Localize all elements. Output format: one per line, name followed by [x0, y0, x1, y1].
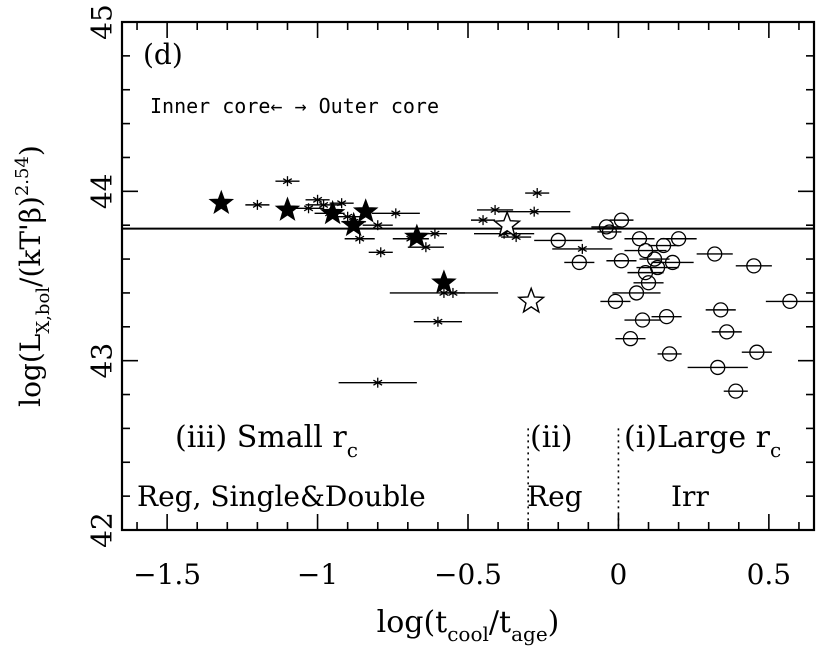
- xlabel-pre: log(t: [377, 605, 448, 640]
- asterisk-point: [490, 204, 500, 215]
- circle-point: [601, 224, 618, 240]
- xlabel-sub2: age: [511, 622, 548, 646]
- filled-star-point: [340, 211, 367, 237]
- region-ii-type: Reg: [527, 480, 583, 513]
- x-tick-label: −1: [297, 558, 338, 591]
- xlabel-mid: /t: [489, 605, 511, 640]
- y-tick-label: 42: [86, 512, 119, 548]
- filled-star-point: [208, 189, 235, 215]
- asterisk-point: [577, 243, 587, 254]
- filled-star-point: [319, 199, 346, 225]
- asterisk-point: [532, 188, 542, 199]
- filled-star-point: [274, 196, 301, 221]
- circle-point: [640, 275, 657, 291]
- filled-star-point: [404, 223, 430, 248]
- filled-star-point: [431, 269, 457, 294]
- circle-point: [649, 259, 666, 276]
- circle-point: [707, 246, 723, 262]
- region-ii-label: (ii): [530, 420, 573, 455]
- circle-point: [550, 232, 566, 249]
- ylabel-sup: 2.54: [12, 156, 33, 196]
- circle-point: [634, 312, 651, 328]
- asterisk-point: [355, 233, 365, 244]
- region-iii-label: (iii) Small rc: [175, 420, 358, 462]
- circle-point: [637, 242, 654, 259]
- y-axis-label: log(LX,bol/(kT'β)2.54): [12, 145, 54, 407]
- xlabel-post: ): [548, 605, 560, 640]
- circle-point: [719, 324, 735, 340]
- axis-ticks: −1.5 −1 −0.5 0 0.5 42 43 44 45: [86, 4, 814, 591]
- circle-point: [661, 346, 678, 362]
- region-i-type: Irr: [671, 480, 709, 513]
- x-axis-label: log(tcool/tage): [377, 605, 560, 646]
- data-marks: [208, 176, 814, 399]
- circle-point: [622, 331, 639, 347]
- asterisk-point: [529, 206, 539, 217]
- circle-point: [613, 253, 630, 269]
- asterisk-point: [478, 215, 488, 226]
- circle-point: [710, 359, 726, 376]
- circle-point: [628, 285, 645, 301]
- y-tick-label: 44: [86, 174, 119, 210]
- circle-point: [749, 344, 765, 360]
- y-tick-label: 43: [86, 343, 119, 379]
- asterisk-point: [373, 377, 383, 388]
- ylabel-post: ): [14, 145, 47, 156]
- asterisk-point: [376, 247, 386, 258]
- asterisk-point: [312, 194, 323, 205]
- x-tick-label: 0.5: [747, 558, 792, 591]
- asterisk-point: [336, 198, 347, 209]
- circle-point: [658, 308, 675, 325]
- ylabel-pre: log(L: [14, 334, 47, 407]
- asterisk-point: [252, 199, 263, 210]
- open-star-point: [492, 210, 522, 238]
- region-iii-text: (iii) Small r: [175, 420, 347, 455]
- circle-point: [571, 254, 587, 271]
- asterisk-point: [282, 176, 293, 187]
- asterisk-point: [318, 199, 329, 210]
- ylabel-mid: /(kT'β): [14, 196, 47, 287]
- circle-point: [646, 251, 663, 267]
- x-tick-label: 0: [610, 558, 628, 591]
- circle-point: [782, 293, 798, 310]
- open-star-point: [516, 286, 546, 314]
- region-i-text: (i)Large r: [624, 420, 771, 455]
- circle-point: [607, 293, 624, 310]
- filled-star-point: [352, 198, 379, 223]
- circle-point: [713, 302, 729, 318]
- panel-label: (d): [143, 38, 183, 71]
- asterisk-point: [433, 316, 443, 327]
- asterisk-point: [430, 228, 440, 239]
- y-tick-label: 45: [86, 4, 119, 40]
- xlabel-sub1: cool: [447, 622, 489, 646]
- circle-point: [670, 231, 687, 247]
- core-annotation: Inner core← → Outer core: [150, 94, 439, 118]
- ylabel-sub: X,bol: [33, 287, 54, 334]
- region-iii-type: Reg, Single&Double: [137, 480, 426, 513]
- circle-point: [613, 212, 630, 228]
- region-i-sub: c: [770, 438, 781, 462]
- asterisk-point: [342, 211, 353, 222]
- region-i-label: (i)Large rc: [624, 420, 781, 462]
- circle-point: [631, 231, 648, 247]
- asterisk-point: [373, 220, 383, 231]
- region-iii-sub: c: [347, 438, 358, 462]
- circle-point: [728, 383, 744, 399]
- x-tick-label: −0.5: [434, 558, 502, 591]
- asterisk-point: [391, 208, 401, 219]
- reference-lines: [122, 227, 814, 530]
- circle-point: [746, 258, 762, 274]
- circle-point: [664, 254, 681, 271]
- x-tick-label: −1.5: [133, 558, 201, 591]
